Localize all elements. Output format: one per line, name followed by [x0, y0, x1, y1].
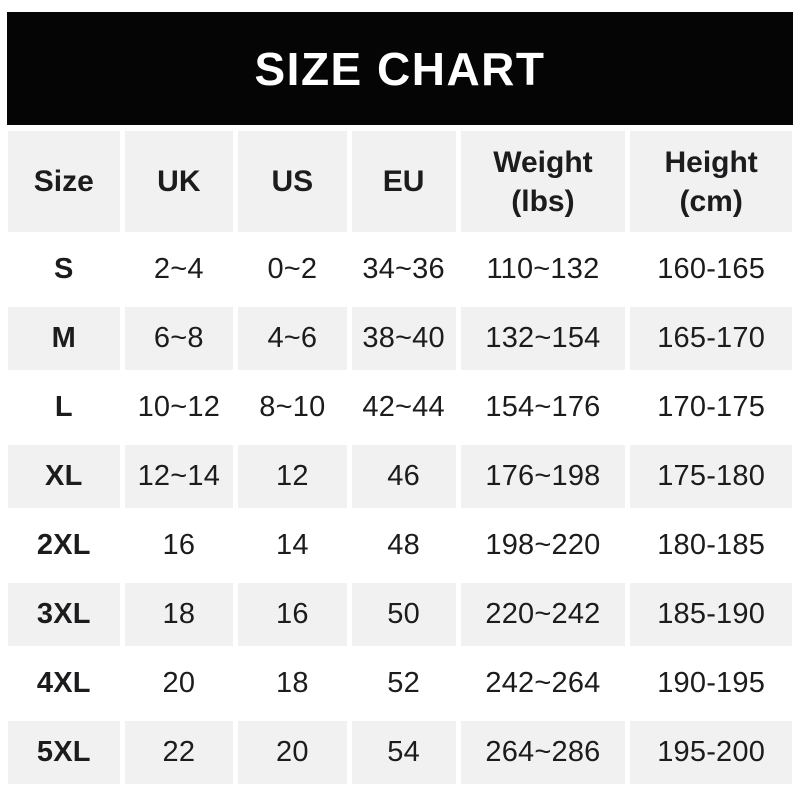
size-cell: 3XL — [8, 583, 120, 646]
column-header-label: Height — [664, 145, 758, 179]
column-header-label: US — [271, 165, 314, 198]
table-row: S 2~4 0~2 34~36 110~132 160-165 — [8, 238, 792, 301]
us-cell: 14 — [276, 529, 309, 561]
eu-cell: 52 — [387, 667, 420, 699]
uk-cell: 18 — [124, 583, 234, 646]
eu-cell: 42~44 — [362, 391, 445, 423]
uk-cell: 12~14 — [124, 445, 234, 508]
column-header-label: EU — [382, 165, 425, 198]
table-row: 3XL 18 16 50 220~242 185-190 — [8, 583, 792, 646]
height-cell: 170-175 — [657, 391, 766, 423]
weight-cell: 220~242 — [460, 583, 626, 646]
column-header-eu: EU — [351, 131, 456, 232]
size-cell: 5XL — [8, 721, 120, 784]
column-header-height: Height (cm) — [630, 131, 792, 232]
table-row: XL 12~14 12 46 176~198 175-180 — [8, 445, 792, 508]
uk-cell: 16 — [162, 529, 196, 561]
uk-cell: 22 — [124, 721, 234, 784]
weight-cell: 154~176 — [485, 391, 601, 423]
eu-cell: 54 — [351, 721, 456, 784]
us-cell: 18 — [276, 667, 309, 699]
uk-cell: 6~8 — [124, 307, 234, 370]
weight-cell: 198~220 — [485, 529, 601, 561]
column-header-label: UK — [157, 165, 201, 198]
us-cell: 8~10 — [259, 391, 326, 423]
table-row: 2XL 16 14 48 198~220 180-185 — [8, 514, 792, 577]
height-cell: 195-200 — [630, 721, 792, 784]
table-row: 5XL 22 20 54 264~286 195-200 — [8, 721, 792, 784]
size-cell: L — [54, 391, 73, 423]
eu-cell: 34~36 — [362, 253, 445, 285]
us-cell: 20 — [238, 721, 347, 784]
eu-cell: 48 — [387, 529, 420, 561]
weight-cell: 110~132 — [486, 253, 600, 285]
eu-cell: 38~40 — [351, 307, 456, 370]
column-header-sub: (lbs) — [511, 184, 575, 218]
size-cell: 4XL — [36, 667, 91, 699]
uk-cell: 2~4 — [153, 253, 204, 285]
uk-cell: 10~12 — [137, 391, 221, 423]
size-table: Size UK US EU Weight (lbs) — [3, 125, 797, 790]
column-header-sub: (cm) — [679, 184, 743, 218]
size-cell: S — [54, 253, 74, 285]
us-cell: 12 — [238, 445, 347, 508]
eu-cell: 46 — [351, 445, 456, 508]
size-cell: M — [8, 307, 120, 370]
column-header-size: Size — [8, 131, 120, 232]
weight-cell: 264~286 — [460, 721, 626, 784]
column-header-label: Size — [33, 165, 94, 198]
column-header-weight: Weight (lbs) — [460, 131, 626, 232]
uk-cell: 20 — [162, 667, 196, 699]
header-row: Size UK US EU Weight (lbs) — [8, 131, 792, 232]
height-cell: 175-180 — [630, 445, 792, 508]
weight-cell: 242~264 — [485, 667, 601, 699]
us-cell: 0~2 — [267, 253, 318, 285]
height-cell: 185-190 — [630, 583, 792, 646]
page-title: SIZE CHART — [254, 42, 546, 95]
column-header-us: US — [238, 131, 347, 232]
weight-cell: 132~154 — [460, 307, 626, 370]
size-cell: XL — [8, 445, 120, 508]
column-header-label: Weight — [493, 145, 593, 179]
height-cell: 160-165 — [657, 253, 766, 285]
height-cell: 180-185 — [657, 529, 766, 561]
weight-cell: 176~198 — [460, 445, 626, 508]
table-row: L 10~12 8~10 42~44 154~176 170-175 — [8, 376, 792, 439]
size-cell: 2XL — [36, 529, 91, 561]
column-header-uk: UK — [124, 131, 234, 232]
height-cell: 190-195 — [657, 667, 766, 699]
us-cell: 4~6 — [238, 307, 347, 370]
table-row: 4XL 20 18 52 242~264 190-195 — [8, 652, 792, 715]
us-cell: 16 — [238, 583, 347, 646]
eu-cell: 50 — [351, 583, 456, 646]
size-chart-page: SIZE CHART Size UK US — [0, 12, 800, 790]
height-cell: 165-170 — [630, 307, 792, 370]
table-row: M 6~8 4~6 38~40 132~154 165-170 — [8, 307, 792, 370]
banner: SIZE CHART — [7, 12, 793, 125]
